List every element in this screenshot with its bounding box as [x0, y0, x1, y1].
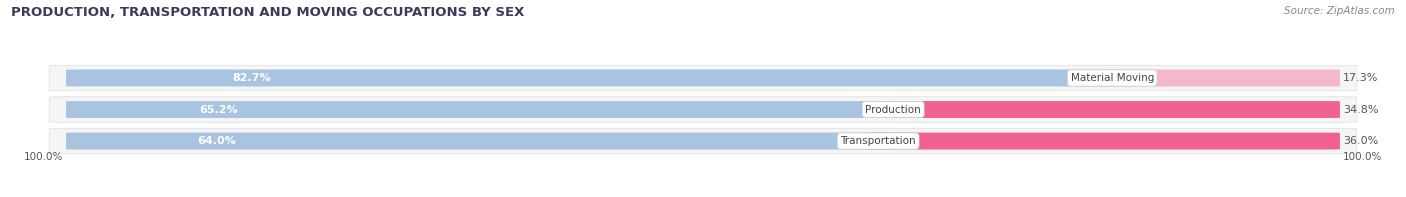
Text: 65.2%: 65.2%	[200, 105, 239, 114]
Text: 100.0%: 100.0%	[24, 152, 63, 162]
Text: 82.7%: 82.7%	[232, 73, 271, 83]
Text: 17.3%: 17.3%	[1343, 73, 1378, 83]
FancyBboxPatch shape	[868, 133, 1340, 150]
Text: 34.8%: 34.8%	[1343, 105, 1378, 114]
FancyBboxPatch shape	[882, 101, 1340, 118]
Text: Transportation: Transportation	[841, 136, 915, 146]
FancyBboxPatch shape	[66, 101, 904, 118]
FancyBboxPatch shape	[49, 97, 1357, 122]
FancyBboxPatch shape	[1101, 70, 1340, 86]
FancyBboxPatch shape	[49, 65, 1357, 91]
Text: Production: Production	[865, 105, 921, 114]
Text: 36.0%: 36.0%	[1343, 136, 1378, 146]
Text: Source: ZipAtlas.com: Source: ZipAtlas.com	[1284, 6, 1395, 16]
FancyBboxPatch shape	[66, 133, 890, 150]
Text: 100.0%: 100.0%	[1343, 152, 1382, 162]
FancyBboxPatch shape	[49, 128, 1357, 154]
Text: 64.0%: 64.0%	[197, 136, 236, 146]
Text: PRODUCTION, TRANSPORTATION AND MOVING OCCUPATIONS BY SEX: PRODUCTION, TRANSPORTATION AND MOVING OC…	[11, 6, 524, 19]
Text: Material Moving: Material Moving	[1070, 73, 1154, 83]
FancyBboxPatch shape	[66, 70, 1123, 86]
